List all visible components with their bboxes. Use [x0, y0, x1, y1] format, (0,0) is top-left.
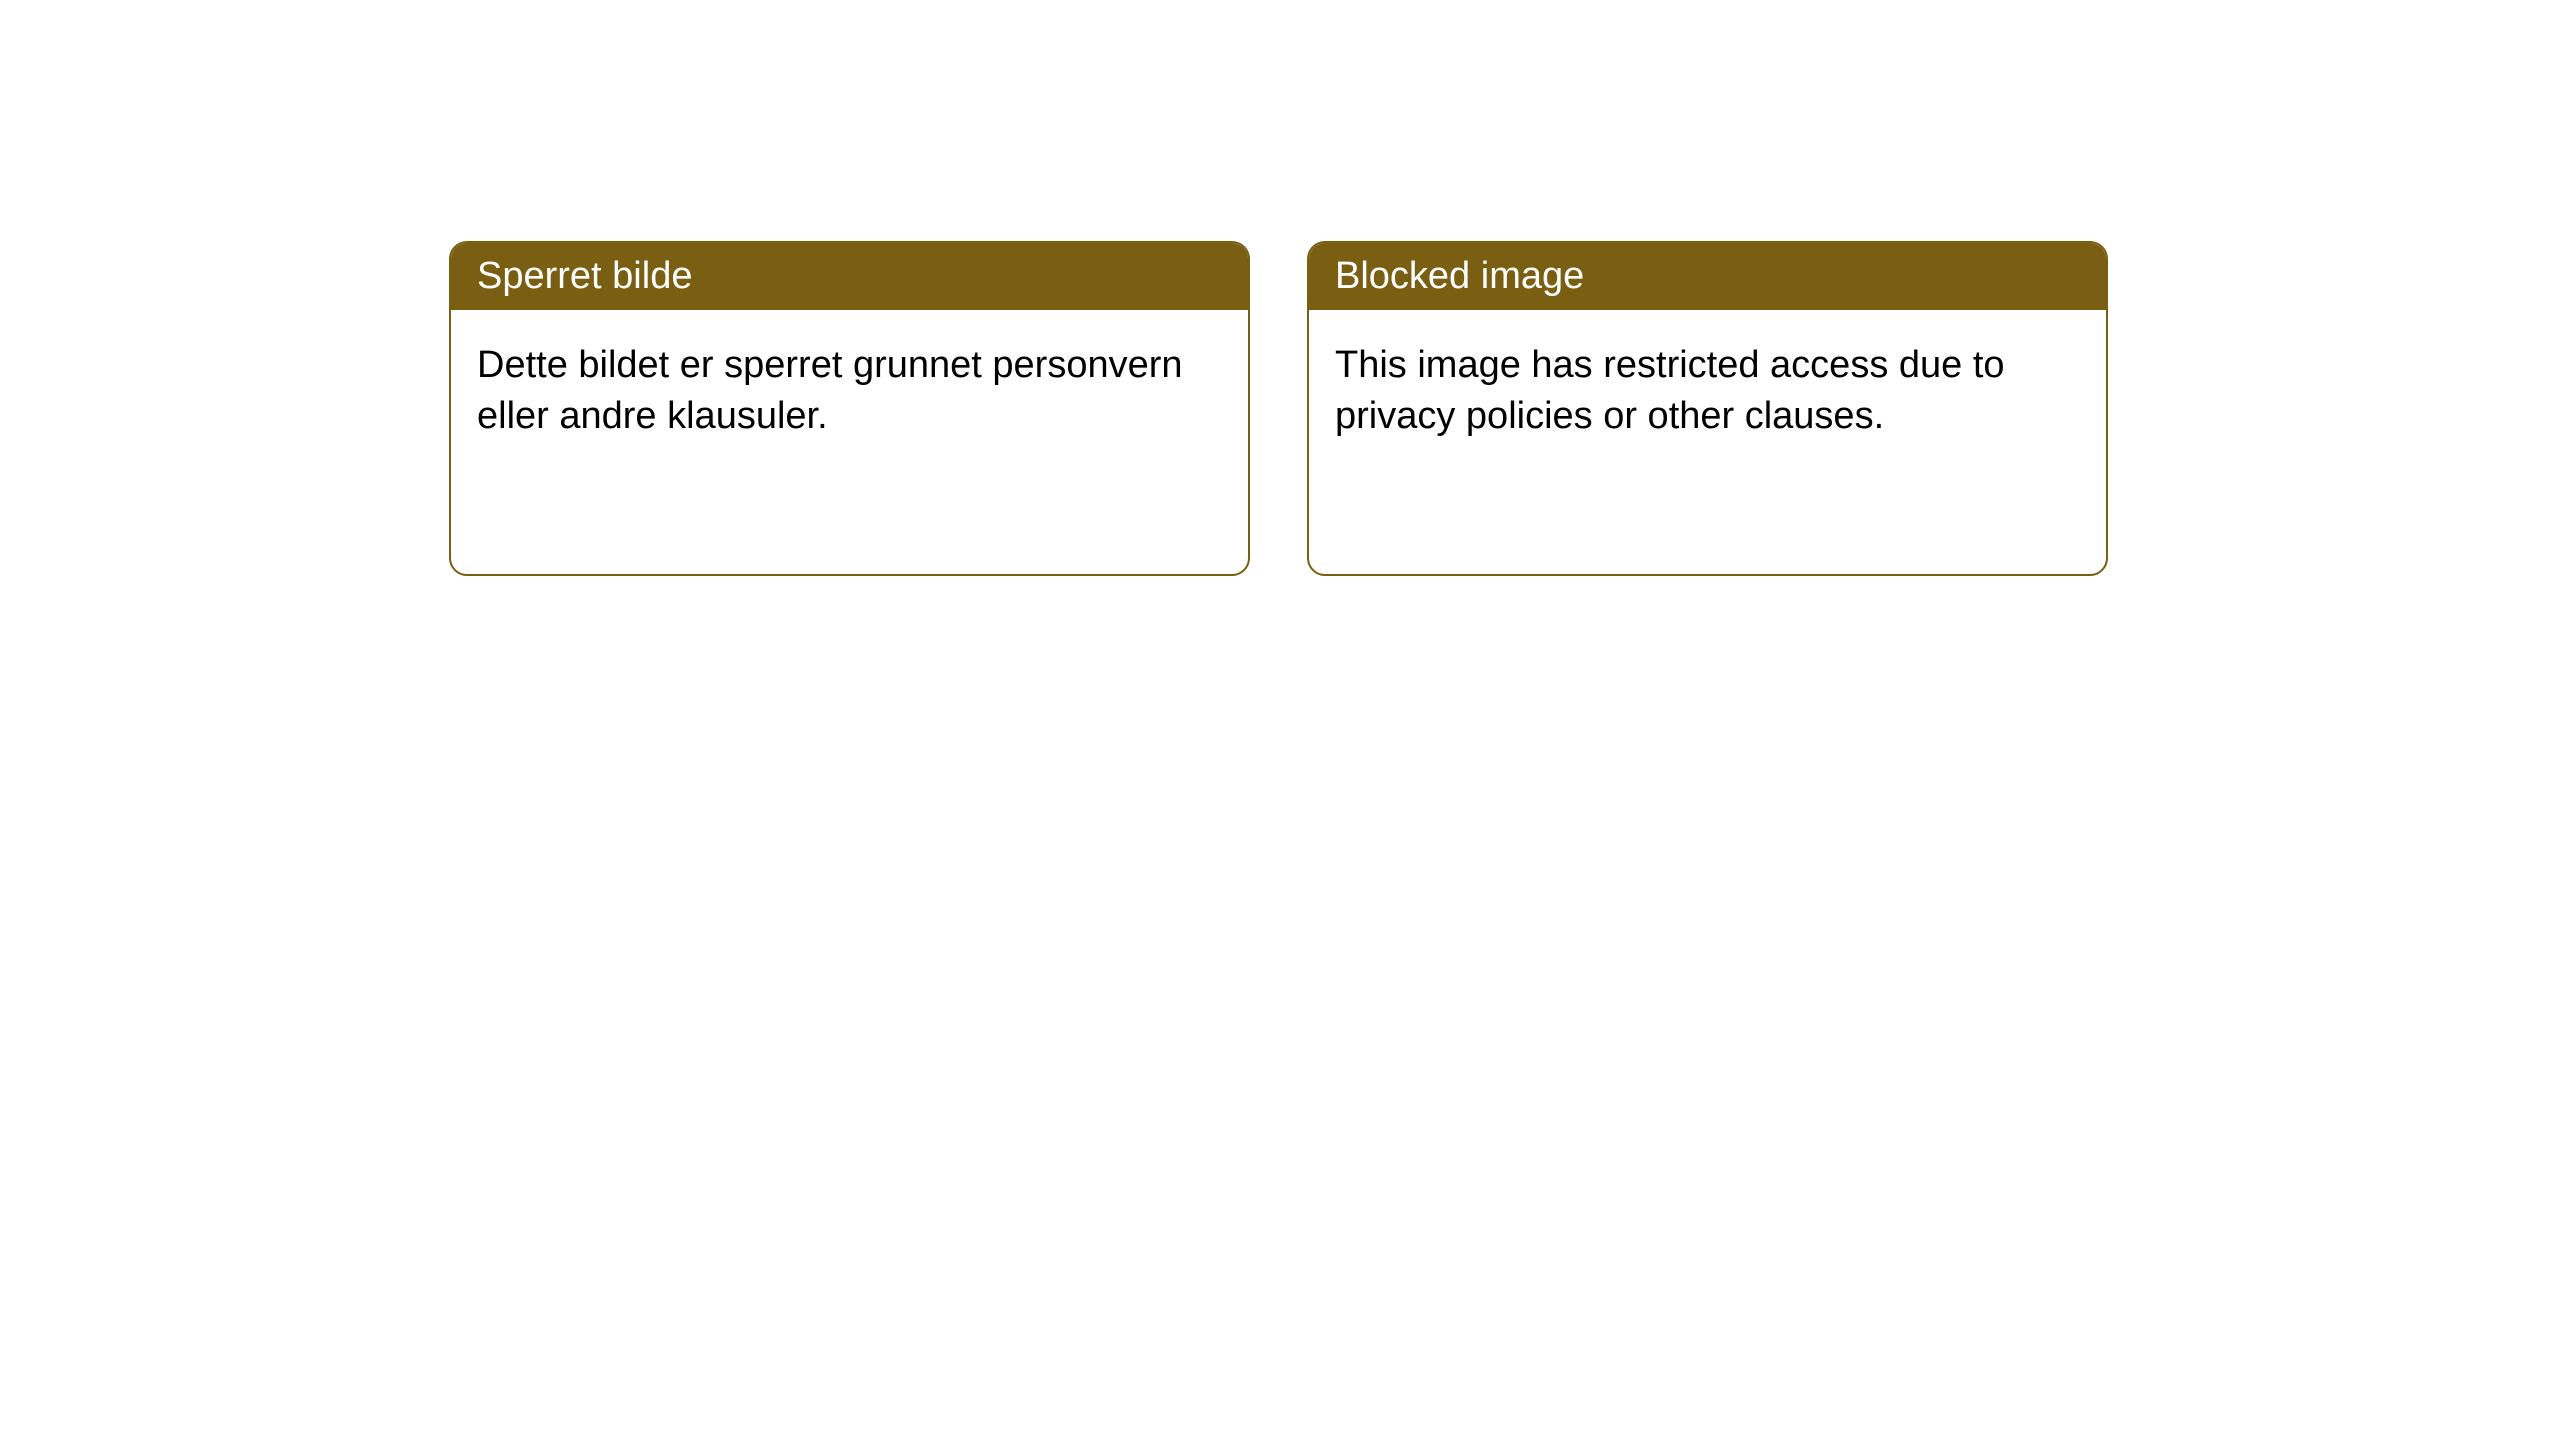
notice-card-norwegian: Sperret bilde Dette bildet er sperret gr… — [449, 241, 1250, 576]
notice-container: Sperret bilde Dette bildet er sperret gr… — [449, 241, 2108, 576]
notice-body: Dette bildet er sperret grunnet personve… — [451, 310, 1248, 473]
notice-card-english: Blocked image This image has restricted … — [1307, 241, 2108, 576]
notice-header: Blocked image — [1309, 243, 2106, 310]
notice-title: Sperret bilde — [477, 255, 692, 297]
notice-title: Blocked image — [1335, 255, 1584, 297]
notice-body-text: This image has restricted access due to … — [1335, 344, 2005, 437]
notice-body: This image has restricted access due to … — [1309, 310, 2106, 473]
notice-body-text: Dette bildet er sperret grunnet personve… — [477, 344, 1183, 437]
notice-header: Sperret bilde — [451, 243, 1248, 310]
